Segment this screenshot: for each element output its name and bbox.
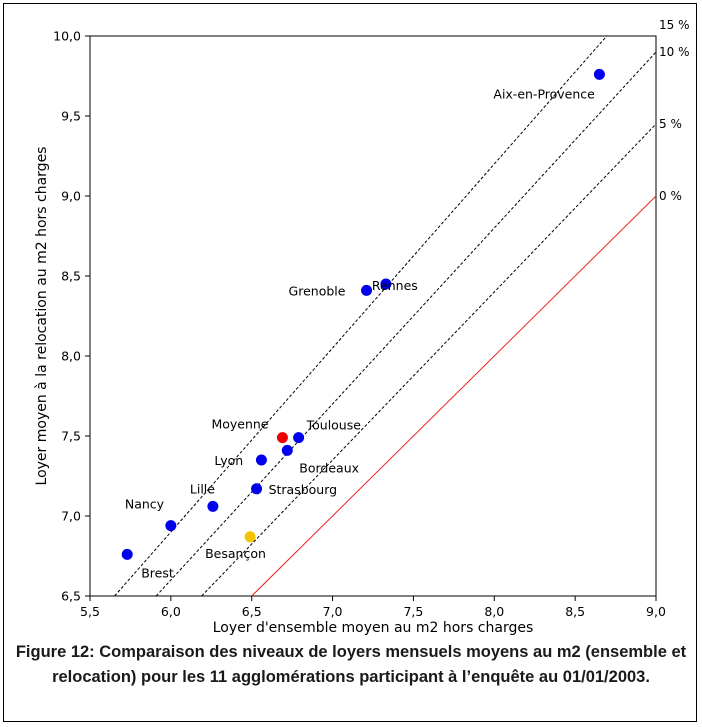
data-points: Aix-en-Provence Rennes Grenoble Toulouse Moy… — [121, 68, 605, 580]
y-tick-label: 10,0 — [53, 29, 81, 44]
y-axis-label: Loyer moyen à la relocation au m2 hors c… — [34, 147, 50, 486]
point-label: Toulouse — [306, 418, 362, 433]
x-axis-label: Loyer d'ensemble moyen au m2 hors charge… — [213, 620, 534, 636]
reference-label-10: 10 % — [659, 45, 690, 59]
point-lyon — [255, 454, 267, 466]
point-besan-on — [244, 531, 256, 543]
x-tick-label: 8,5 — [565, 604, 585, 619]
reference-line-5 — [201, 123, 656, 596]
point-bordeaux — [281, 444, 293, 456]
point-label: Brest — [141, 565, 174, 580]
point-label: Nancy — [125, 497, 165, 512]
plot-area — [89, 35, 657, 597]
point-grenoble — [361, 284, 373, 296]
point-toulouse — [293, 432, 305, 444]
point-label: Lyon — [214, 453, 243, 468]
reference-label-15: 15 % — [659, 18, 690, 32]
x-tick-label: 7,0 — [323, 604, 343, 619]
reference-line-10 — [155, 51, 656, 596]
point-moyenne — [276, 432, 288, 444]
point-strasbourg — [251, 483, 263, 495]
point-label: Grenoble — [289, 283, 346, 298]
scatter-chart: 15 %10 %5 %0 % 5,5 6,0 6,5 7,0 7,5 8,0 8,5 9,0 … — [34, 18, 690, 636]
x-tick-label: 8,0 — [484, 604, 504, 619]
point-aix-en-provence — [593, 68, 605, 80]
point-label: Lille — [190, 481, 215, 496]
point-label: Moyenne — [211, 417, 268, 432]
x-axis-ticks: 5,5 6,0 6,5 7,0 7,5 8,0 8,5 9,0 — [80, 596, 666, 619]
y-tick-label: 9,0 — [61, 189, 81, 204]
reference-line-0 — [251, 195, 656, 596]
caption-line-2: relocation) pour les 11 agglomérations p… — [52, 668, 650, 686]
point-lille — [207, 500, 219, 512]
point-label: Strasbourg — [269, 482, 338, 497]
y-tick-label: 7,0 — [61, 509, 81, 524]
point-label: Besançon — [205, 546, 266, 561]
point-brest — [121, 548, 133, 560]
point-label: Aix-en-Provence — [493, 86, 595, 101]
y-tick-label: 8,0 — [61, 349, 81, 364]
y-axis-ticks: 6,5 7,0 7,5 8,0 8,5 9,0 9,5 10,0 — [53, 29, 90, 604]
y-tick-label: 9,5 — [61, 109, 81, 124]
x-tick-label: 6,0 — [161, 604, 181, 619]
point-nancy — [165, 520, 177, 532]
reference-label-5: 5 % — [659, 117, 682, 131]
caption-line-1: Figure 12: Comparaison des niveaux de lo… — [15, 643, 687, 661]
figure-caption: Figure 12: Comparaison des niveaux de lo… — [6, 640, 696, 690]
x-tick-label: 5,5 — [80, 604, 100, 619]
point-label: Bordeaux — [299, 460, 359, 475]
y-tick-label: 8,5 — [61, 269, 81, 284]
x-tick-label: 7,5 — [403, 604, 423, 619]
y-tick-label: 6,5 — [61, 589, 81, 604]
x-tick-label: 9,0 — [646, 604, 666, 619]
reference-label-0: 0 % — [659, 189, 682, 203]
point-rennes — [380, 278, 392, 290]
x-tick-label: 6,5 — [242, 604, 262, 619]
y-tick-label: 7,5 — [61, 429, 81, 444]
figure-frame — [3, 3, 697, 722]
point-label: Rennes — [372, 278, 418, 293]
